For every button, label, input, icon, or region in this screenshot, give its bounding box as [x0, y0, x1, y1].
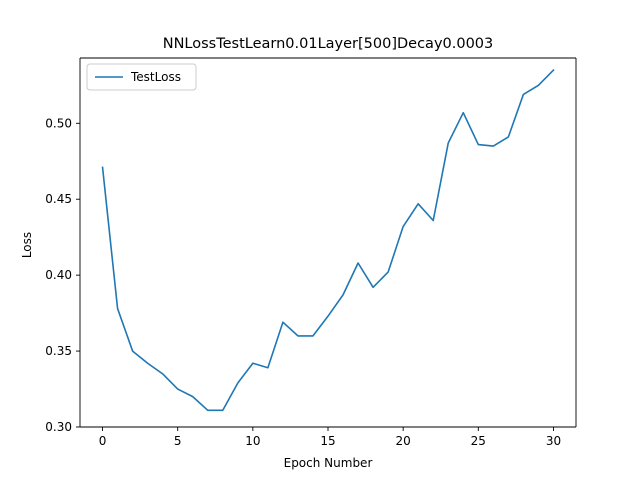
legend-box	[86, 63, 197, 91]
y-tick-label: 0.45	[45, 192, 72, 206]
x-tick-label: 10	[245, 434, 260, 448]
x-tick-label: 20	[396, 434, 411, 448]
x-tick-label: 15	[320, 434, 335, 448]
y-tick-label: 0.35	[45, 344, 72, 358]
x-tick-label: 30	[546, 434, 561, 448]
x-tick-label: 0	[99, 434, 107, 448]
chart-title: NNLossTestLearn0.01Layer[500]Decay0.0003	[163, 36, 494, 52]
series-line-0	[101, 69, 555, 412]
x-tick-label: 5	[174, 434, 182, 448]
y-tick-label: 0.30	[45, 420, 72, 434]
x-axis-label: Epoch Number	[284, 456, 373, 470]
x-tick-label: 25	[471, 434, 486, 448]
y-axis-label: Loss	[20, 232, 34, 258]
y-tick-label: 0.50	[45, 116, 72, 130]
y-tick-label: 0.40	[45, 268, 72, 282]
plot-area: 0 5 10 15 20 25 30 0.30 0.35 0.40 0.45 0.50 TestLoss	[45, 57, 577, 448]
legend-label: TestLoss	[130, 70, 181, 84]
